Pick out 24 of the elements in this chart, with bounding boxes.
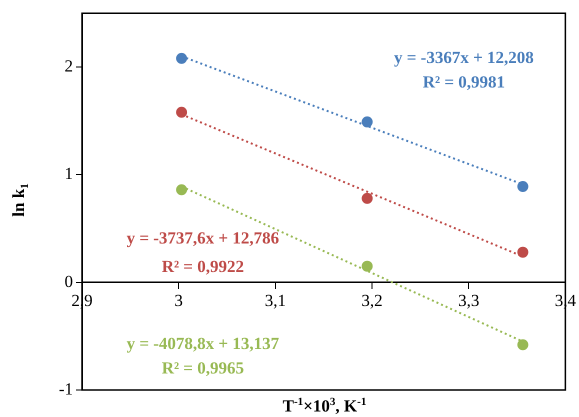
annotation: R² = 0,9965 [162, 358, 244, 378]
point [176, 184, 188, 196]
y-tick-label: 0 [64, 272, 73, 291]
annotation: y = -3367x + 12,208 [394, 48, 534, 67]
point [362, 260, 373, 272]
x-tick-label: 3,2 [361, 291, 383, 310]
x-tick-label: 3,3 [458, 291, 480, 310]
annotation: R² = 0,9922 [162, 256, 244, 276]
annotation: y = -4078,8x + 13,137 [126, 334, 280, 354]
point [362, 192, 373, 204]
annotation: y = -3737,6x + 12,786 [126, 228, 280, 248]
annotation: R² = 0,9981 [422, 72, 506, 92]
y-tick-label: -1 [58, 379, 73, 398]
point [517, 339, 528, 350]
x-tick-label: 3 [174, 291, 183, 310]
x-axis-title: T$^{-1}$×10$^{3}$, K$^{-1}$ [282, 395, 368, 417]
point [517, 181, 528, 192]
point [517, 246, 528, 258]
x-tick-label: 3,1 [264, 291, 286, 310]
point [362, 116, 373, 128]
y-tick-label: 2 [64, 56, 73, 76]
y-tick-label: 1 [64, 164, 73, 184]
point [176, 52, 188, 64]
point [176, 106, 188, 118]
